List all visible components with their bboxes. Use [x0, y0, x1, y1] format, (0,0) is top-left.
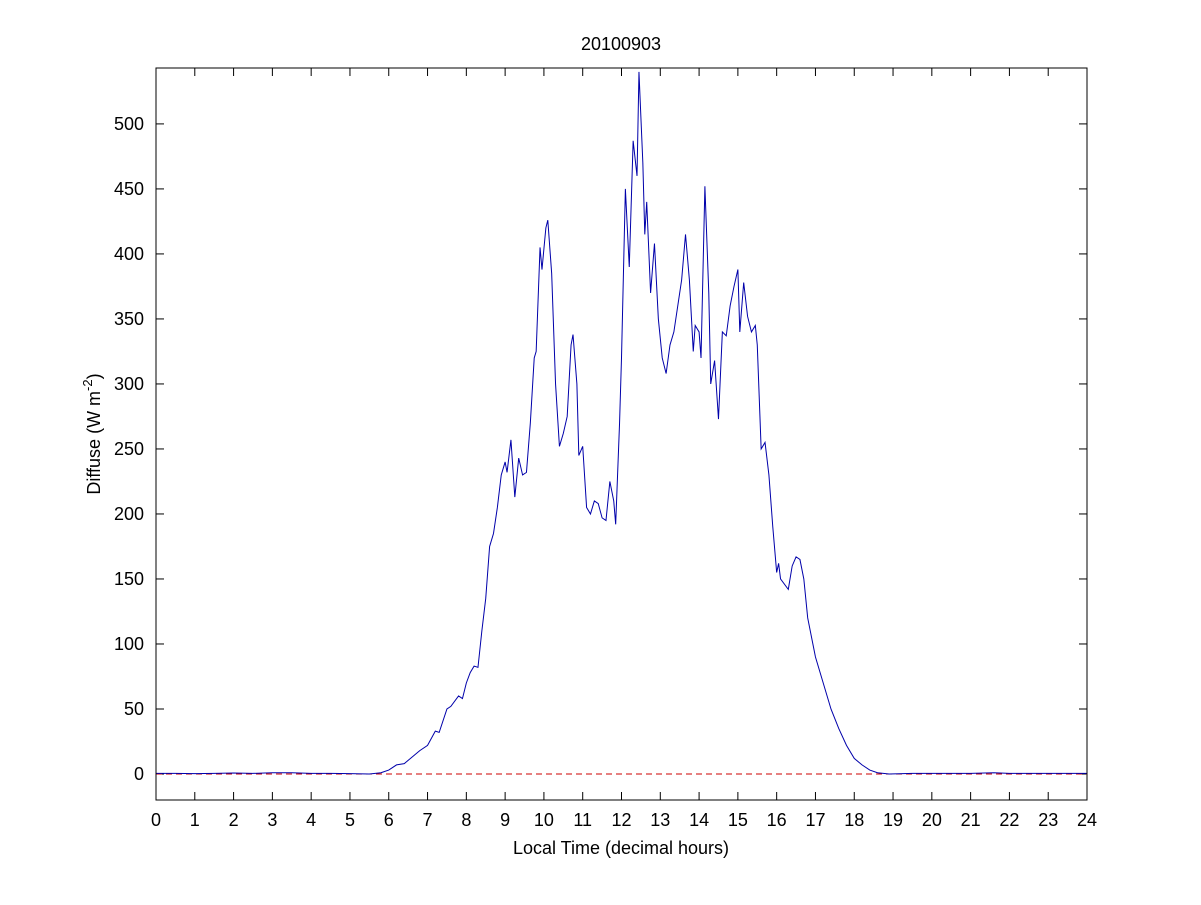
y-tick-label: 150	[114, 569, 144, 589]
x-tick-label: 4	[306, 810, 316, 830]
x-tick-label: 23	[1038, 810, 1058, 830]
y-label-suffix: )	[84, 373, 104, 379]
x-tick-label: 0	[151, 810, 161, 830]
x-axis-label: Local Time (decimal hours)	[513, 838, 729, 858]
y-tick-label: 400	[114, 244, 144, 264]
x-tick-label: 5	[345, 810, 355, 830]
y-tick-label: 200	[114, 504, 144, 524]
x-tick-label: 19	[883, 810, 903, 830]
y-label-sup: -2	[80, 379, 95, 391]
y-tick-label: 100	[114, 634, 144, 654]
x-tick-label: 14	[689, 810, 709, 830]
y-axis-label: Diffuse (W m-2)	[80, 373, 104, 494]
y-tick-label: 300	[114, 374, 144, 394]
x-tick-label: 20	[922, 810, 942, 830]
x-tick-label: 13	[650, 810, 670, 830]
y-tick-label: 50	[124, 699, 144, 719]
x-tick-label: 15	[728, 810, 748, 830]
x-tick-label: 12	[611, 810, 631, 830]
data-line	[156, 71, 1087, 775]
y-label-text: Diffuse (W m	[84, 391, 104, 495]
y-tick-label: 0	[134, 764, 144, 784]
plot-frame	[155, 67, 1088, 801]
x-tick-label: 9	[500, 810, 510, 830]
x-tick-label: 22	[999, 810, 1019, 830]
x-tick-label: 11	[573, 810, 592, 830]
x-tick-label: 7	[423, 810, 433, 830]
y-tick-label: 500	[114, 114, 144, 134]
x-tick-label: 6	[384, 810, 394, 830]
x-tick-label: 16	[767, 810, 787, 830]
y-tick-label: 350	[114, 309, 144, 329]
y-tick-label: 450	[114, 179, 144, 199]
x-tick-label: 2	[229, 810, 239, 830]
x-tick-label: 24	[1077, 810, 1097, 830]
x-tick-label: 17	[805, 810, 825, 830]
x-tick-label: 1	[190, 810, 200, 830]
x-tick-label: 10	[534, 810, 554, 830]
x-tick-label: 3	[267, 810, 277, 830]
x-tick-label: 18	[844, 810, 864, 830]
x-tick-label: 21	[961, 810, 981, 830]
x-tick-label: 8	[461, 810, 471, 830]
y-tick-label: 250	[114, 439, 144, 459]
chart-title: 20100903	[581, 34, 661, 54]
